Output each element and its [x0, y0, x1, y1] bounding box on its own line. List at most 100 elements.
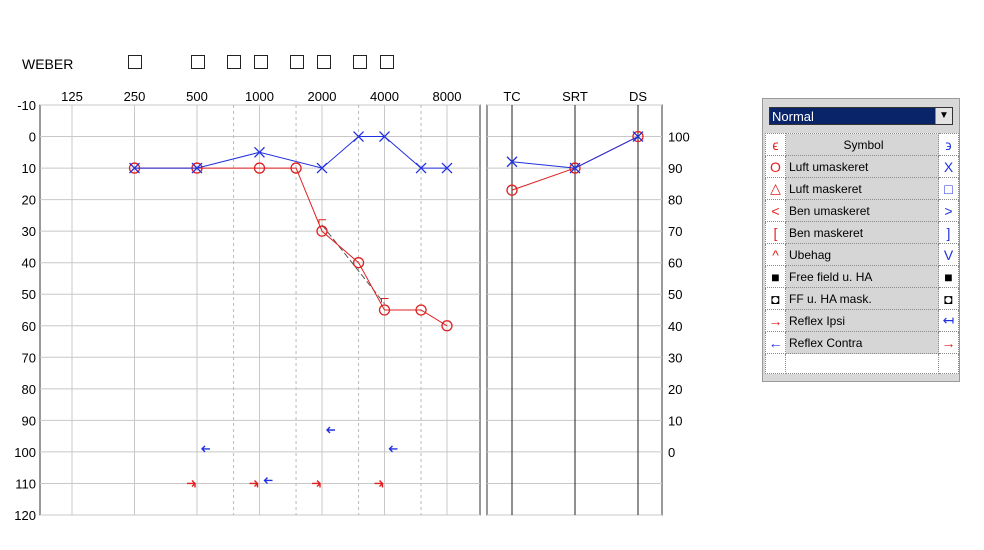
- legend-left-symbol-icon: ←: [765, 331, 786, 354]
- legend-left-symbol-icon: →: [765, 309, 786, 332]
- weber-label: WEBER: [22, 56, 74, 72]
- x-tick-label: 500: [186, 89, 208, 104]
- bracket-mark: [381, 298, 389, 303]
- legend-left-symbol-icon: ^: [765, 243, 786, 266]
- weber-box-500[interactable]: [191, 55, 205, 69]
- legend-row[interactable]: [Ben maskeret]: [765, 221, 959, 244]
- right-ear-air-point: [441, 320, 453, 332]
- legend-symbol-header: Symbol: [785, 133, 939, 156]
- legend-row[interactable]: ■ Free field u. HA ■: [765, 265, 959, 288]
- right-axis-tick-label: 60: [668, 256, 682, 271]
- reflex-contra-mark: [201, 445, 210, 453]
- y-tick-label: 20: [22, 193, 36, 208]
- legend-row[interactable]: ← Reflex Contra →: [765, 331, 959, 354]
- left-ear-air-point: [441, 162, 453, 174]
- legend-empty-row: [765, 353, 959, 374]
- symbol-legend-panel: Normal ▼ ϵ Symbol ϶ O Luft umaskeret X △ Luf…: [762, 98, 960, 382]
- weber-box-4000[interactable]: [380, 55, 394, 69]
- y-tick-label: -10: [17, 98, 36, 113]
- reflex-ipsi-mark: [249, 479, 259, 488]
- legend-right-symbol-icon: □: [938, 177, 959, 200]
- legend-row[interactable]: < Ben umaskeret >: [765, 199, 959, 222]
- right-ear-air-point: [316, 225, 328, 237]
- left-ear-air-point: [254, 146, 265, 158]
- weber-box-1500[interactable]: [290, 55, 304, 69]
- right-axis-tick-label: 30: [668, 350, 682, 365]
- y-tick-label: 40: [22, 256, 36, 271]
- x-tick-label: 1000: [245, 89, 274, 104]
- legend-row-label: Luft umaskeret: [785, 155, 939, 178]
- legend-header-row: ϵ Symbol ϶: [765, 133, 959, 156]
- y-tick-label: 120: [14, 508, 36, 523]
- left-ear-air-point: [379, 131, 390, 142]
- speech-point: [632, 131, 644, 142]
- y-tick-label: 90: [22, 413, 36, 428]
- legend-row-label: Reflex Contra: [785, 331, 939, 354]
- legend-row[interactable]: → Reflex Ipsi ↤: [765, 309, 959, 332]
- legend-empty-cell: [938, 353, 959, 374]
- speech-point: [569, 162, 581, 174]
- x-tick-label: 2000: [308, 89, 337, 104]
- right-axis-tick-label: 90: [668, 161, 682, 176]
- left-ear-air-point: [415, 162, 427, 174]
- y-tick-label: 10: [22, 161, 36, 176]
- legend-right-symbol-icon: →: [938, 331, 959, 354]
- legend-empty-cell: [765, 353, 786, 374]
- left-ear-icon: ϶: [938, 133, 959, 156]
- right-axis-tick-label: 0: [668, 445, 675, 460]
- legend-right-symbol-icon: V: [938, 243, 959, 266]
- right-ear-air-point: [378, 304, 391, 316]
- legend-row[interactable]: O Luft umaskeret X: [765, 155, 959, 178]
- y-tick-label: 100: [14, 445, 36, 460]
- x-tick-label: 4000: [370, 89, 399, 104]
- right-ear-air-point: [415, 304, 427, 316]
- legend-right-symbol-icon: ↤: [938, 309, 959, 332]
- legend-row-label: Reflex Ipsi: [785, 309, 939, 332]
- right-ear-air-point: [352, 257, 365, 269]
- weber-box-250[interactable]: [128, 55, 142, 69]
- y-tick-label: 50: [22, 287, 36, 302]
- legend-left-symbol-icon: ◘: [765, 287, 786, 310]
- legend-right-symbol-icon: ◘: [938, 287, 959, 310]
- chevron-down-icon[interactable]: ▼: [935, 108, 952, 124]
- right-axis-tick-label: 40: [668, 319, 682, 334]
- y-tick-label: 70: [22, 350, 36, 365]
- legend-row-label: Free field u. HA: [785, 265, 939, 288]
- speech-point: [506, 184, 518, 196]
- legend-row-label: Ben umaskeret: [785, 199, 939, 222]
- legend-right-symbol-icon: ■: [938, 265, 959, 288]
- left-ear-air-point: [316, 162, 328, 174]
- weber-box-750[interactable]: [227, 55, 241, 69]
- audiogram-mode-select[interactable]: Normal ▼: [769, 107, 953, 125]
- legend-row[interactable]: △ Luft maskeret □: [765, 177, 959, 200]
- right-axis-tick-label: 10: [668, 413, 682, 428]
- legend-left-symbol-icon: ■: [765, 265, 786, 288]
- weber-box-2000[interactable]: [317, 55, 331, 69]
- legend-row-label: Ben maskeret: [785, 221, 939, 244]
- speech-point: [506, 156, 518, 168]
- legend-row[interactable]: ◘ FF u. HA mask. ◘: [765, 287, 959, 310]
- legend-left-symbol-icon: <: [765, 199, 786, 222]
- legend-right-symbol-icon: ]: [938, 221, 959, 244]
- y-tick-label: 80: [22, 382, 36, 397]
- speech-x-label: TC: [503, 89, 520, 104]
- weber-box-3000[interactable]: [353, 55, 367, 69]
- legend-right-symbol-icon: X: [938, 155, 959, 178]
- x-tick-label: 125: [61, 89, 83, 104]
- speech-x-label: SRT: [562, 89, 588, 104]
- legend-row[interactable]: ^ Ubehag V: [765, 243, 959, 266]
- weber-box-1000[interactable]: [254, 55, 268, 69]
- left-ear-air-point: [191, 162, 203, 174]
- left-ear-air-point: [129, 162, 140, 174]
- reflex-ipsi-mark: [312, 479, 321, 488]
- right-axis-tick-label: 70: [668, 224, 682, 239]
- legend-row-label: Ubehag: [785, 243, 939, 266]
- x-tick-label: 8000: [433, 89, 462, 104]
- series-line: [134, 136, 447, 169]
- bracket-mark: [318, 219, 326, 224]
- legend-left-symbol-icon: △: [765, 177, 786, 200]
- legend-table: ϵ Symbol ϶ O Luft umaskeret X △ Luft maskere…: [765, 133, 959, 374]
- y-tick-label: 0: [29, 130, 36, 145]
- y-tick-label: 110: [15, 476, 36, 491]
